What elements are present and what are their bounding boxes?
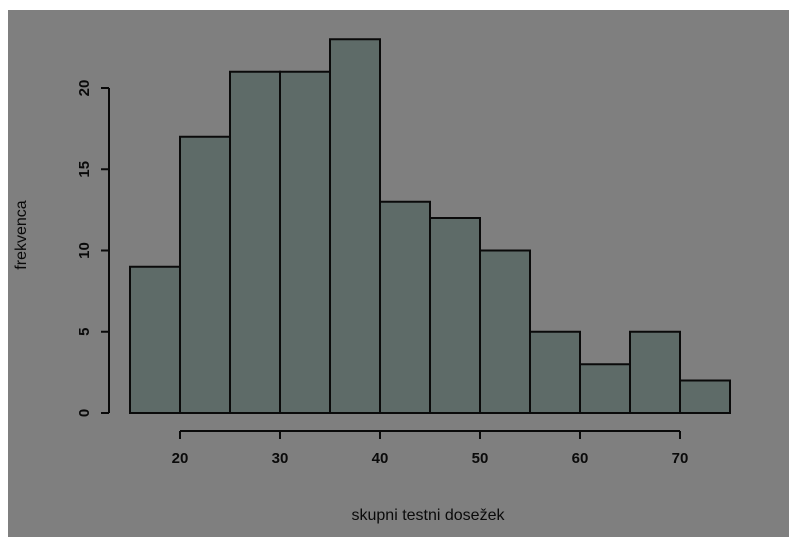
x-tick-label-3: 50 (472, 450, 489, 467)
histogram-bar-7 (479, 249, 531, 414)
x-tick-label-5: 70 (672, 450, 689, 467)
histogram-bar-10 (629, 330, 681, 414)
x-tick-label-0: 20 (172, 450, 189, 467)
histogram-bar-9 (579, 363, 631, 414)
histogram-bar-1 (179, 135, 231, 414)
histogram-bars (129, 38, 731, 414)
y-axis-title: frekvenca (13, 200, 30, 269)
y-axis: 0 5 10 15 20 (76, 80, 110, 417)
histogram-bar-11 (679, 379, 731, 414)
histogram-bar-5 (379, 200, 431, 414)
y-tick-label-1: 5 (76, 328, 93, 336)
histogram-bar-6 (429, 217, 481, 414)
histogram-chart: 20 30 40 50 60 70 0 5 10 15 20 skupni testni dose… (13, 38, 731, 524)
x-tick-label-2: 40 (372, 450, 389, 467)
y-tick-label-4: 20 (76, 80, 93, 97)
histogram-bar-4 (329, 38, 381, 414)
histogram-bar-8 (529, 330, 581, 414)
chart-panel: 20 30 40 50 60 70 0 5 10 15 20 skupni testni dose… (8, 10, 789, 537)
histogram-bar-3 (279, 70, 331, 414)
histogram-bar-0 (129, 265, 181, 414)
x-axis: 20 30 40 50 60 70 (172, 430, 689, 467)
x-axis-title: skupni testni dosežek (352, 507, 506, 524)
y-tick-label-3: 15 (76, 161, 93, 178)
x-tick-label-1: 30 (272, 450, 289, 467)
y-tick-label-0: 0 (76, 409, 93, 417)
x-tick-label-4: 60 (572, 450, 589, 467)
y-tick-label-2: 10 (76, 242, 93, 259)
histogram-bar-2 (229, 70, 281, 414)
